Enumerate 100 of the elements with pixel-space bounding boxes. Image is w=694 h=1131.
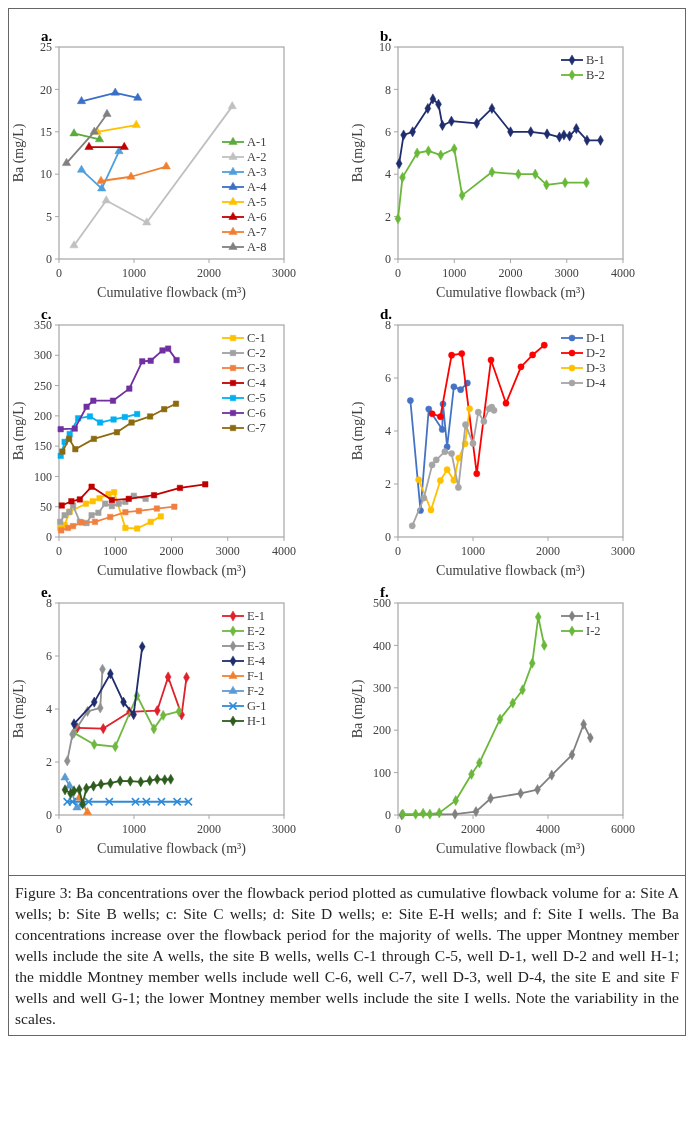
y-tick-label: 20: [40, 82, 52, 97]
x-tick-label: 3000: [611, 544, 635, 558]
y-tick-label: 400: [373, 638, 391, 653]
x-tick-label: 3000: [554, 266, 579, 280]
legend-label: A-5: [247, 195, 267, 210]
legend-label: D-2: [586, 346, 606, 361]
legend-label: A-1: [247, 135, 267, 150]
x-axis-title: Cumulative flowback (m³): [436, 285, 586, 301]
y-axis-title: Ba (mg/L): [350, 123, 366, 183]
y-tick-label: 200: [373, 723, 391, 738]
legend-label: D-1: [586, 331, 606, 346]
y-tick-label: 0: [385, 808, 391, 823]
legend-label: D-3: [586, 361, 606, 376]
x-tick-label: 0: [56, 544, 62, 558]
x-tick-label: 2000: [159, 544, 184, 558]
y-tick-label: 150: [34, 439, 52, 454]
x-tick-label: 1000: [461, 544, 485, 558]
legend-label: B-2: [586, 68, 605, 83]
legend-label: B-1: [586, 53, 605, 68]
y-tick-label: 0: [46, 530, 52, 545]
y-tick-label: 0: [385, 530, 391, 545]
x-axis-title: Cumulative flowback (m³): [97, 285, 247, 301]
x-tick-label: 2000: [461, 822, 485, 836]
y-tick-label: 2: [385, 477, 391, 492]
legend-label: C-6: [247, 406, 266, 421]
x-tick-label: 1000: [442, 266, 467, 280]
y-tick-label: 2: [385, 209, 391, 224]
y-tick-label: 6: [46, 649, 52, 664]
x-tick-label: 0: [395, 544, 401, 558]
y-tick-label: 5: [46, 209, 52, 224]
x-tick-label: 1000: [103, 544, 128, 558]
y-tick-label: 4: [385, 424, 391, 439]
legend-label: F-1: [247, 669, 265, 684]
x-tick-label: 6000: [611, 822, 635, 836]
y-tick-label: 0: [46, 252, 52, 267]
x-tick-label: 2000: [536, 544, 560, 558]
legend-label: E-2: [247, 624, 266, 639]
y-tick-label: 15: [40, 125, 52, 139]
y-tick-label: 100: [373, 765, 391, 780]
x-axis-title: Cumulative flowback (m³): [97, 563, 247, 579]
y-axis-title: Ba (mg/L): [11, 679, 27, 739]
legend-label: C-2: [247, 346, 266, 361]
legend-label: C-5: [247, 391, 266, 406]
y-tick-label: 0: [385, 252, 391, 267]
y-tick-label: 8: [385, 82, 391, 97]
x-tick-label: 4000: [611, 266, 635, 280]
x-tick-label: 4000: [272, 544, 296, 558]
x-tick-label: 0: [395, 822, 401, 836]
y-tick-label: 2: [46, 755, 52, 770]
x-tick-label: 4000: [536, 822, 560, 836]
legend-label: A-4: [247, 180, 268, 195]
legend-label: C-1: [247, 331, 266, 346]
y-tick-label: 6: [385, 125, 391, 139]
y-axis-title: Ba (mg/L): [11, 401, 27, 461]
y-tick-label: 200: [34, 409, 52, 424]
x-axis-title: Cumulative flowback (m³): [97, 841, 247, 857]
legend-label: A-2: [247, 150, 267, 165]
legend-label: E-1: [247, 609, 266, 624]
legend-label: C-3: [247, 361, 266, 376]
y-tick-label: 0: [46, 808, 52, 823]
legend-label: A-3: [247, 165, 267, 180]
x-tick-label: 3000: [272, 266, 296, 280]
y-tick-label: 250: [34, 378, 52, 393]
legend-label: I-1: [586, 609, 601, 624]
x-tick-label: 1000: [122, 822, 146, 836]
y-axis-title: Ba (mg/L): [350, 679, 366, 739]
x-tick-label: 3000: [272, 822, 296, 836]
legend-label: A-6: [247, 210, 267, 225]
x-axis-title: Cumulative flowback (m³): [436, 841, 586, 857]
legend-label: G-1: [247, 699, 267, 714]
x-tick-label: 0: [395, 266, 401, 280]
x-tick-label: 2000: [498, 266, 523, 280]
y-tick-label: 6: [385, 371, 391, 386]
y-tick-label: 50: [40, 499, 52, 514]
y-tick-label: 300: [34, 348, 52, 363]
x-tick-label: 0: [56, 266, 62, 280]
y-tick-label: 100: [34, 469, 52, 484]
x-tick-label: 3000: [215, 544, 240, 558]
caption: Figure 3: Ba concentrations over the flowback period plotted as cumulative flowback volume for a: Site A wells; b: Site B wells; c: Site C wells; d: Site D wells; e: Site E-H wells; and f: Site I wells. The Ba concentrations increase over the flowback period for the majority of wells. The upper Montney member wells include the site A wells, the site B wells, wells C-1 through C-5, well D-1, well D-2 and well H-1; the middle Montney member wells include well C-6, well C-7, well D-3, well D-4, the site E and site F wells and well G-1; the lower Montney member wells include the site I wells. Note the variability in the scales.: [9, 875, 685, 1035]
x-tick-label: 0: [56, 822, 62, 836]
legend-label: A-7: [247, 225, 267, 240]
y-tick-label: 10: [40, 167, 52, 182]
legend-label: C-4: [247, 376, 267, 391]
legend-label: F-2: [247, 684, 265, 699]
x-tick-label: 2000: [197, 266, 221, 280]
legend-label: D-4: [586, 376, 607, 391]
x-tick-label: 1000: [122, 266, 146, 280]
y-axis-title: Ba (mg/L): [11, 123, 27, 183]
y-tick-label: 300: [373, 681, 391, 695]
legend-label: H-1: [247, 714, 267, 729]
y-tick-label: 4: [385, 167, 391, 182]
legend-label: E-4: [247, 654, 266, 669]
x-tick-label: 2000: [197, 822, 221, 836]
x-axis-title: Cumulative flowback (m³): [436, 563, 586, 579]
y-tick-label: 4: [46, 702, 52, 717]
y-axis-title: Ba (mg/L): [350, 401, 366, 461]
legend-label: E-3: [247, 639, 266, 654]
legend-label: A-8: [247, 240, 267, 255]
legend-label: C-7: [247, 421, 266, 436]
legend-label: I-2: [586, 624, 601, 639]
